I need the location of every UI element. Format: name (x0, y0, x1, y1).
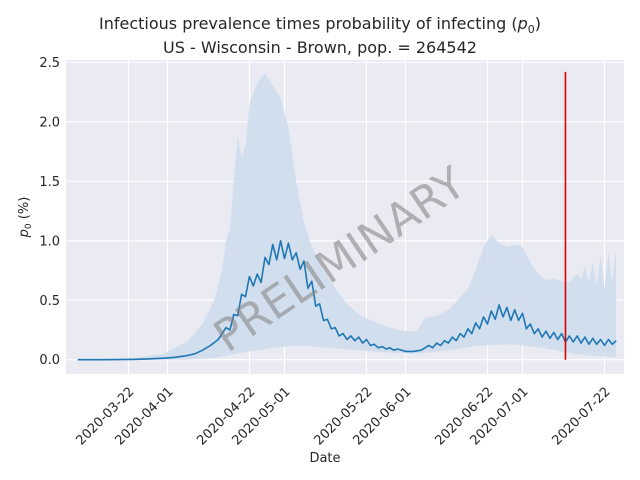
chart-title-line-2: US - Wisconsin - Brown, pop. = 264542 (163, 38, 477, 57)
y-tick-label: 2.0 (39, 115, 60, 130)
title-p-symbol: p (517, 14, 528, 33)
x-axis-label: Date (309, 451, 340, 466)
x-tick-label: 2020-07-22 (550, 384, 614, 448)
y-tick-label: 1.5 (39, 175, 60, 190)
y-tick-label: 0.5 (39, 294, 60, 309)
y-tick-label: 0.0 (39, 353, 60, 368)
uncertainty-band (77, 73, 617, 360)
title-text-post: ) (534, 14, 541, 33)
y-tick-label: 2.5 (39, 56, 60, 71)
y-tick-label: 1.0 (39, 234, 60, 249)
chart-title-line-1: Infectious prevalence times probability … (0, 14, 640, 36)
y-axis-label: p0 (%) (17, 197, 34, 239)
title-text-pre: Infectious prevalence times probability … (99, 14, 518, 33)
median-line (77, 240, 617, 361)
title-p-subscript: 0 (527, 23, 535, 37)
